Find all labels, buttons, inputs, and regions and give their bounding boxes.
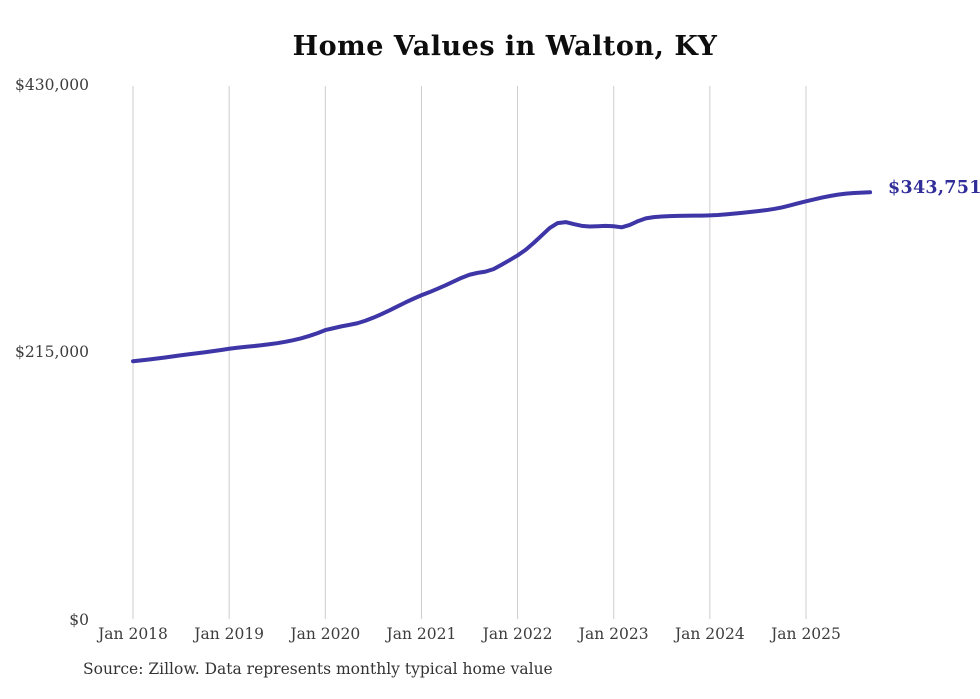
y-axis-label-0: $0	[69, 611, 89, 629]
x-axis-label-jan-2020: Jan 2020	[290, 625, 361, 643]
x-axis-label-jan-2024: Jan 2024	[674, 625, 745, 643]
x-axis-label-jan-2023: Jan 2023	[578, 625, 649, 643]
y-axis-label-430000: $430,000	[15, 76, 89, 94]
source-note: Source: Zillow. Data represents monthly …	[83, 660, 553, 678]
final-value-label: $343,751	[888, 178, 980, 198]
x-axis-label-jan-2021: Jan 2021	[386, 625, 457, 643]
vertical-gridlines	[132, 86, 807, 619]
x-axis-label-jan-2018: Jan 2018	[98, 625, 168, 643]
x-axis-label-jan-2019: Jan 2019	[194, 625, 265, 643]
home-value-line	[131, 190, 873, 364]
y-axis-label-215000: $215,000	[15, 343, 89, 361]
x-axis-label-jan-2025: Jan 2025	[771, 625, 841, 643]
chart-title: Home Values in Walton, KY	[292, 31, 718, 62]
x-axis-label-jan-2022: Jan 2022	[482, 625, 553, 643]
